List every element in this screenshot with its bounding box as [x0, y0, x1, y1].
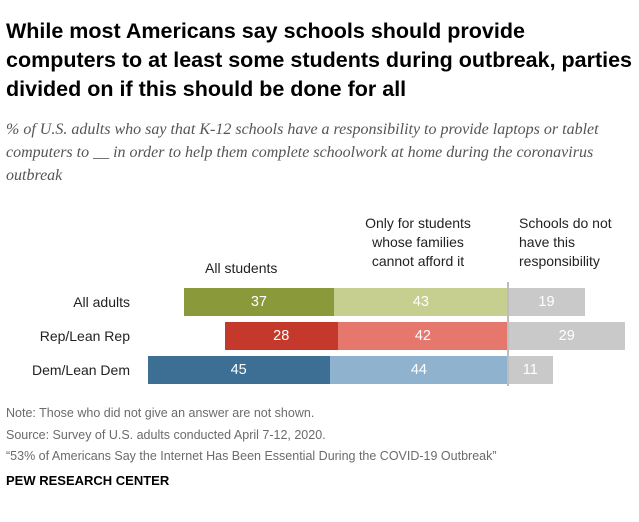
- bar-no-responsibility-rep-lean-rep: 29: [508, 322, 626, 350]
- row-label-dem-lean-dem: Dem/Lean Dem: [31, 362, 130, 378]
- bar-no-responsibility-dem-lean-dem: 11: [508, 356, 553, 384]
- bar-all-students-rep-lean-rep: 28: [224, 322, 338, 350]
- source-text: Source: Survey of U.S. adults conducted …: [6, 428, 326, 442]
- header-only-for-students: Only for students whose families cannot …: [365, 215, 471, 269]
- report-title-text: “53% of Americans Say the Internet Has B…: [6, 449, 497, 463]
- chart-subtitle: % of U.S. adults who say that K-12 schoo…: [6, 121, 599, 184]
- header-all-students: All students: [205, 260, 278, 276]
- row-label-all-adults: All adults: [73, 294, 130, 310]
- row-label-rep-lean-rep: Rep/Lean Rep: [39, 328, 130, 344]
- bar-only-for-students-all-adults: 43: [333, 288, 508, 316]
- note-text: Note: Those who did not give an answer a…: [6, 406, 315, 420]
- bar-only-for-students-dem-lean-dem: 44: [329, 356, 508, 384]
- baseline-divider: [507, 282, 509, 386]
- header-no-responsibility: Schools do not have this responsibility: [519, 215, 612, 269]
- pew-logo-text: PEW RESEARCH CENTER: [6, 473, 170, 488]
- chart-title: While most Americans say schools should …: [6, 19, 633, 101]
- bar-all-students-all-adults: 37: [184, 288, 334, 316]
- bar-all-students-dem-lean-dem: 45: [147, 356, 330, 384]
- bar-no-responsibility-all-adults: 19: [508, 288, 585, 316]
- bar-only-for-students-rep-lean-rep: 42: [337, 322, 508, 350]
